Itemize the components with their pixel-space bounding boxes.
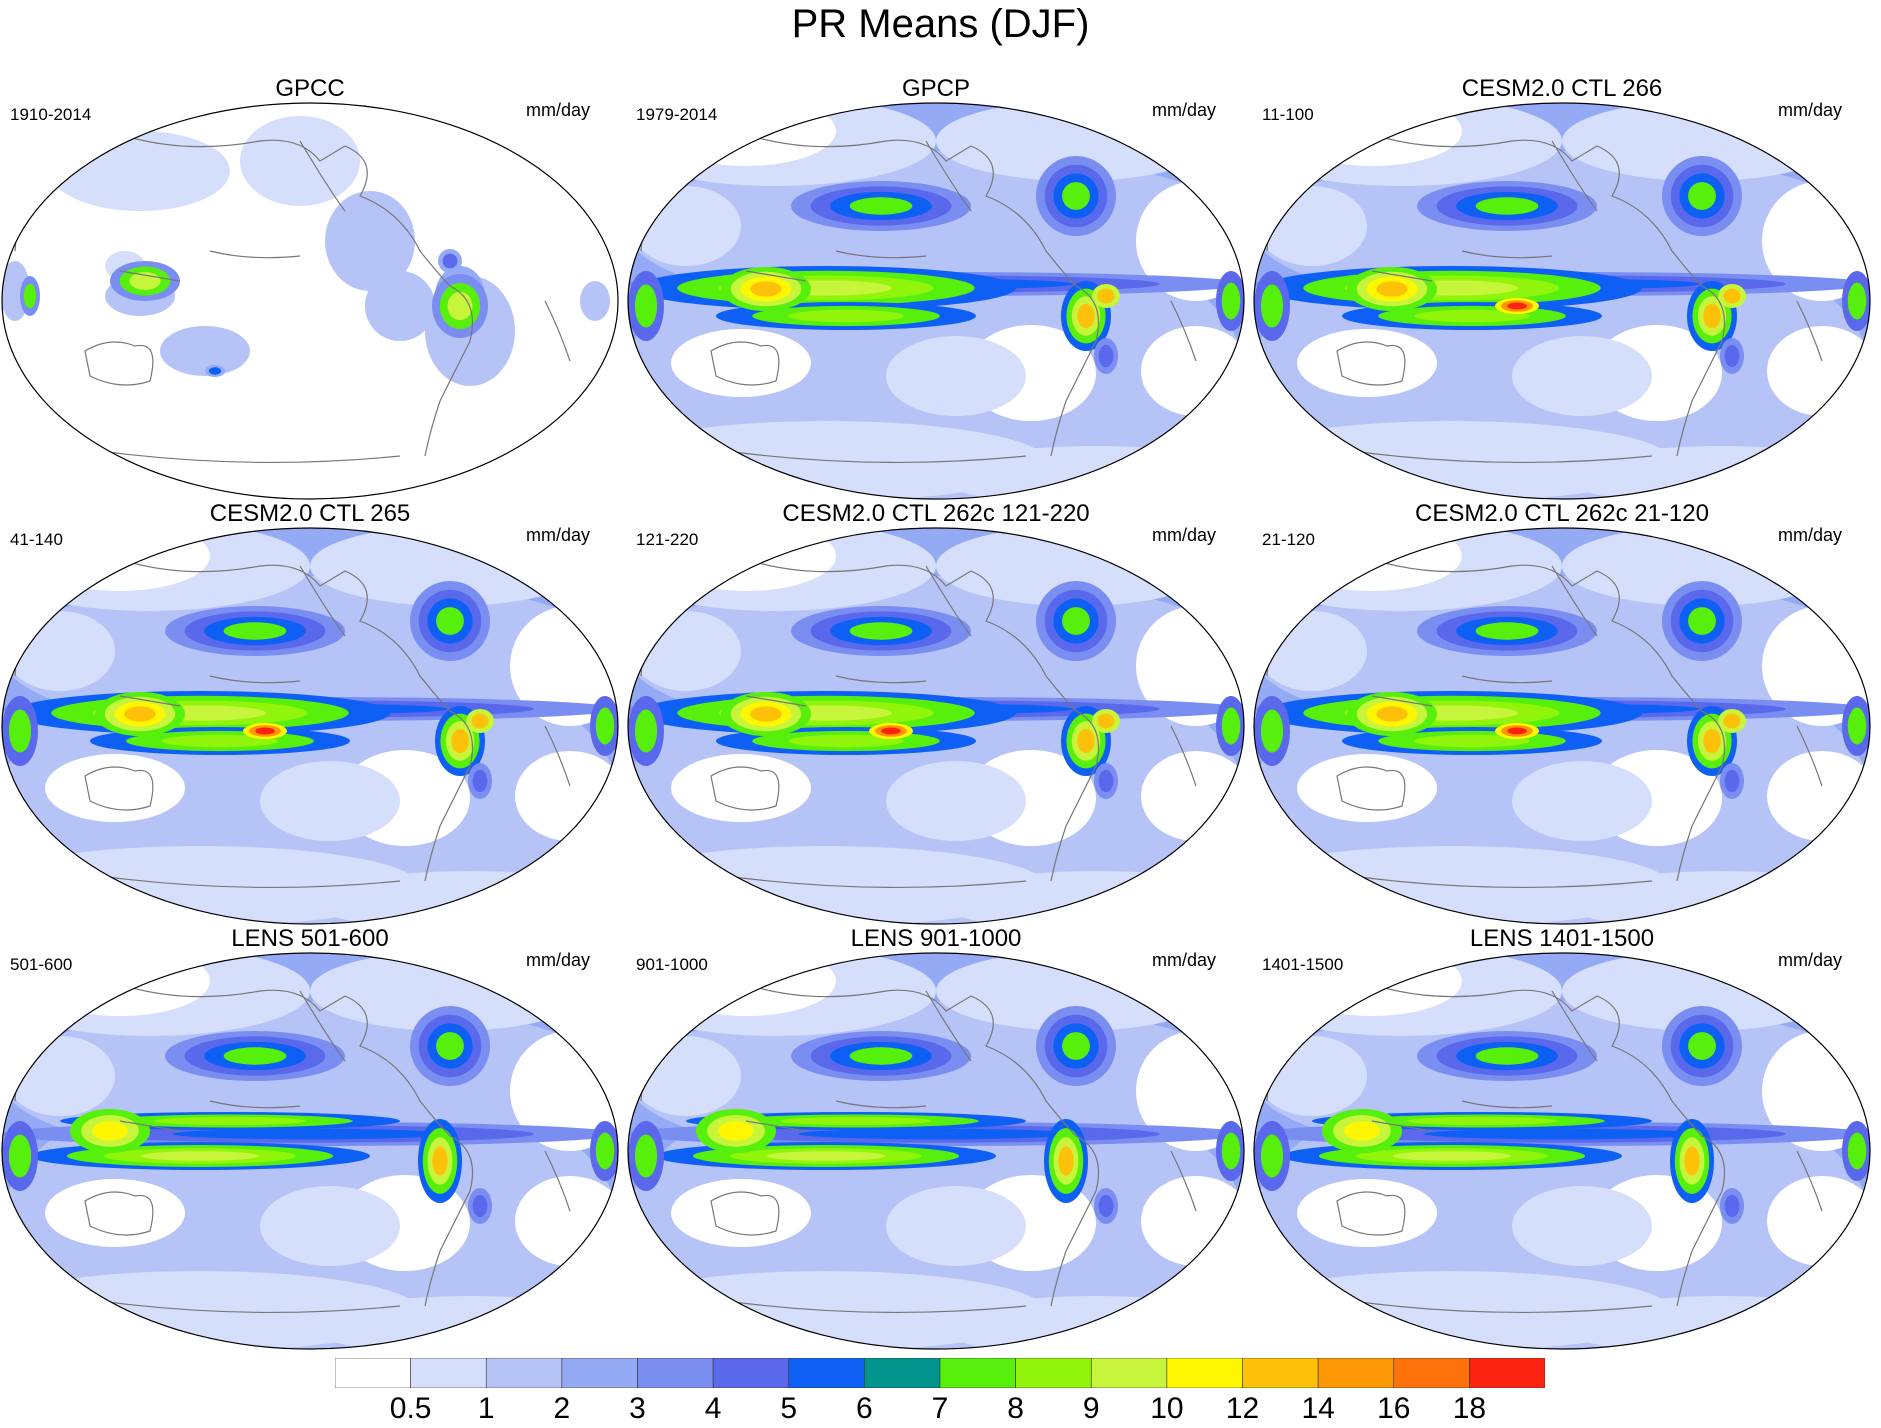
colorbar-swatch	[1090, 1358, 1168, 1388]
colorbar-swatch	[1015, 1358, 1092, 1388]
panel-units: mm/day	[1777, 100, 1842, 120]
colorbar-swatch	[1469, 1358, 1545, 1388]
panel-title: LENS 1401-1500	[1469, 925, 1655, 952]
colorbar-tick-label: 10	[1150, 1392, 1184, 1425]
precip-map	[1253, 952, 1871, 1350]
map-panel: CESM2.0 CTL 262c 121-220 121-220 mm/day	[626, 500, 1246, 925]
precip-map	[1, 527, 619, 925]
colorbar-tick-label: 3	[629, 1392, 646, 1425]
colorbar-tick-label: 1	[477, 1392, 495, 1425]
colorbar-swatch	[1393, 1358, 1470, 1388]
panel-period: 1401-1500	[1262, 955, 1344, 974]
panel-title: CESM2.0 CTL 266	[1461, 75, 1663, 102]
precip-map	[1, 952, 619, 1350]
panel-title: LENS 501-600	[231, 925, 389, 952]
panel-units: mm/day	[525, 100, 590, 120]
precip-map	[1253, 102, 1871, 500]
panel-units: mm/day	[525, 525, 590, 545]
colorbar	[335, 1358, 1545, 1388]
colorbar-tick-label: 2	[553, 1392, 571, 1425]
colorbar-swatch	[637, 1358, 714, 1388]
panel-title: CESM2.0 CTL 265	[209, 500, 411, 527]
map-boundary	[627, 527, 1245, 925]
colorbar-swatch	[1242, 1358, 1319, 1388]
colorbar-swatch	[410, 1358, 487, 1388]
panel-units: mm/day	[1777, 525, 1842, 545]
colorbar-tick-label: 0.5	[389, 1392, 432, 1425]
panel-period: 501-600	[10, 955, 73, 974]
map-boundary	[1, 102, 619, 500]
map-boundary	[1253, 102, 1871, 500]
panel-title: CESM2.0 CTL 262c 121-220	[782, 500, 1090, 527]
panel-period: 41-140	[10, 530, 63, 549]
colorbar-swatch	[485, 1358, 563, 1388]
colorbar-swatch	[712, 1358, 790, 1388]
panel-period: 901-1000	[636, 955, 708, 974]
panel-title: GPCC	[275, 75, 345, 102]
colorbar-swatch	[939, 1358, 1016, 1388]
colorbar-tick-label: 9	[1082, 1392, 1100, 1425]
map-boundary	[1253, 952, 1871, 1350]
map-boundary	[627, 952, 1245, 1350]
colorbar-swatch	[1166, 1358, 1243, 1388]
panel-units: mm/day	[1151, 525, 1216, 545]
precip-map	[627, 527, 1245, 925]
colorbar-tick-label: 8	[1007, 1392, 1024, 1425]
map-panel: CESM2.0 CTL 265 41-140 mm/day	[0, 500, 620, 925]
colorbar-tick-label: 12	[1225, 1392, 1260, 1425]
panel-period: 21-120	[1262, 530, 1315, 549]
colorbar-swatch	[561, 1358, 638, 1388]
panel-period: 11-100	[1262, 105, 1314, 124]
map-panel: LENS 1401-1500 1401-1500 mm/day	[1252, 925, 1872, 1350]
panel-units: mm/day	[1777, 950, 1842, 970]
map-boundary	[1, 527, 619, 925]
colorbar-swatch	[788, 1358, 865, 1388]
panel-period: 1979-2014	[636, 105, 718, 124]
colorbar-tick-label: 6	[856, 1392, 873, 1425]
colorbar-tick-label: 14	[1301, 1392, 1335, 1425]
panel-title: CESM2.0 CTL 262c 21-120	[1415, 500, 1709, 527]
map-boundary	[1, 952, 619, 1350]
colorbar-swatch	[1317, 1358, 1395, 1388]
colorbar-tick-label: 16	[1377, 1392, 1411, 1425]
colorbar-tick-label: 7	[931, 1392, 949, 1425]
colorbar-tick-label: 4	[704, 1392, 722, 1425]
map-panel: LENS 501-600 501-600 mm/day	[0, 925, 620, 1350]
map-boundary	[627, 102, 1245, 500]
panel-units: mm/day	[525, 950, 590, 970]
precip-map	[627, 102, 1245, 500]
map-panel: GPCP 1979-2014 mm/day	[626, 75, 1246, 500]
precip-map	[1, 102, 619, 500]
map-panel: GPCC 1910-2014 mm/day	[0, 75, 620, 500]
precip-map	[1253, 527, 1871, 925]
panel-period: 121-220	[636, 530, 699, 549]
map-panel: CESM2.0 CTL 266 11-100 mm/day	[1252, 75, 1872, 500]
colorbar-swatch	[864, 1358, 941, 1388]
map-panel: CESM2.0 CTL 262c 21-120 21-120 mm/day	[1252, 500, 1872, 925]
colorbar-swatch	[335, 1358, 411, 1388]
panel-units: mm/day	[1151, 100, 1216, 120]
panel-title: GPCP	[901, 75, 970, 102]
map-panel: LENS 901-1000 901-1000 mm/day	[626, 925, 1246, 1350]
panel-title: LENS 901-1000	[850, 925, 1022, 952]
panel-units: mm/day	[1151, 950, 1216, 970]
map-boundary	[1253, 527, 1871, 925]
colorbar-tick-label: 5	[780, 1392, 798, 1425]
precip-map	[627, 952, 1245, 1350]
figure-title: PR Means (DJF)	[791, 2, 1090, 46]
colorbar-tick-label: 18	[1452, 1392, 1487, 1425]
panel-period: 1910-2014	[10, 105, 92, 124]
